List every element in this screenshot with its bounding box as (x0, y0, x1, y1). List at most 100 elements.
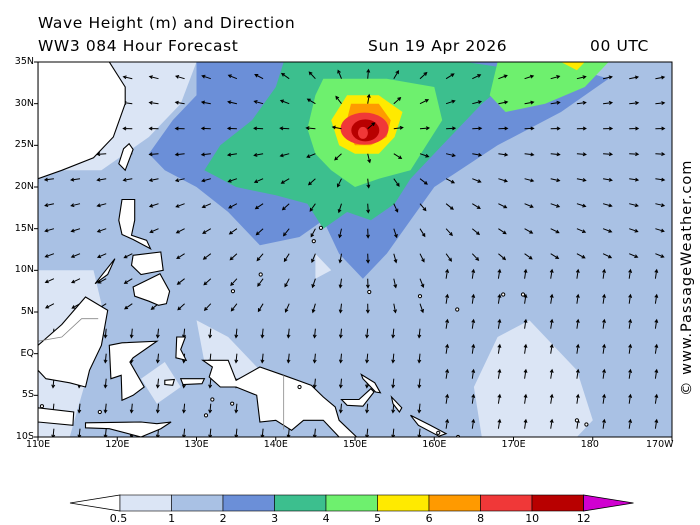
wave-arrow (335, 95, 342, 105)
wave-arrow (312, 328, 317, 339)
wave-arrow (575, 343, 580, 354)
small-island (39, 404, 45, 409)
wave-arrow (602, 253, 613, 259)
wave-arrow (603, 100, 614, 105)
wave-arrow (471, 318, 476, 329)
wave-arrow (602, 318, 606, 329)
wave-arrow (174, 178, 185, 183)
wave-arrow (629, 177, 640, 182)
wave-arrow (576, 152, 587, 157)
wave-arrow (208, 428, 213, 437)
wave-arrow (629, 228, 639, 233)
new-ireland (360, 373, 382, 394)
wave-arrow (655, 203, 666, 208)
wave-arrow (176, 278, 185, 285)
lat-label: 5S (21, 389, 34, 401)
small-island (417, 294, 423, 299)
wave-arrow (523, 393, 528, 404)
wave-arrow (391, 328, 396, 339)
wave-arrow (497, 393, 502, 404)
wave-arrow (208, 378, 213, 389)
wave-arrow (255, 228, 264, 236)
storm-core (357, 126, 368, 139)
wave-arrow (628, 368, 633, 379)
wave-arrow (331, 125, 342, 130)
wave-arrow (148, 178, 159, 182)
wave-arrow (446, 126, 457, 131)
wave-arrow (227, 100, 238, 105)
luzon (118, 198, 152, 250)
small-island (297, 384, 302, 390)
small-island (367, 289, 372, 295)
wave-arrow (286, 428, 291, 437)
lon-label: 170W (646, 439, 674, 450)
wave-arrow (523, 318, 528, 329)
wave-arrow (419, 178, 428, 185)
wave-arrow (419, 126, 431, 131)
wave-arrow (227, 178, 238, 183)
wave-arrow (393, 97, 402, 105)
wave-arrow (227, 74, 238, 80)
wave-arrow (122, 75, 133, 80)
wave-arrow (122, 126, 133, 131)
lat-label: 20N (14, 181, 34, 192)
wave-arrow (96, 203, 107, 208)
wave-arrow (445, 178, 456, 184)
bougainville (390, 395, 403, 413)
borneo-border (38, 318, 99, 342)
wave-arrow (549, 393, 554, 404)
new-guinea (201, 359, 358, 437)
wave-arrow (391, 378, 396, 389)
wave-arrow (419, 71, 428, 80)
wave-arrow (523, 268, 528, 279)
wave-arrow (603, 126, 614, 131)
wave-arrow (497, 268, 502, 279)
wave-arrow (498, 152, 509, 157)
wave-arrow (417, 403, 422, 414)
lon-label: 150E (343, 439, 368, 450)
colorbar-label: 4 (322, 512, 330, 525)
small-island (230, 289, 236, 294)
wave-arrow (393, 203, 399, 213)
wave-arrow (445, 253, 453, 262)
lat-label: 25N (14, 139, 34, 151)
wave-arrow (393, 69, 400, 79)
wave-arrow (472, 152, 483, 157)
wave-arrow (524, 228, 534, 234)
wave-arrow (550, 100, 561, 105)
wave-arrow (260, 353, 265, 364)
small-island (311, 239, 316, 244)
wave-arrow (365, 428, 370, 437)
wave-arrow (96, 253, 107, 259)
wave-arrow (471, 253, 480, 261)
wave-arrow (307, 178, 316, 186)
lon-label: 130E (184, 439, 209, 450)
wave-arrow (655, 126, 666, 131)
wave-arrow (549, 368, 554, 379)
wave-arrow (366, 68, 371, 79)
lon-label: 120E (105, 439, 130, 450)
wave-arrow (445, 418, 450, 429)
wave-arrow (201, 203, 211, 209)
wave-arrow (367, 153, 372, 164)
wave-arrow (44, 203, 55, 207)
wave-arrow (234, 428, 239, 437)
wave-arrow (308, 71, 316, 80)
wave-arrow (393, 125, 404, 130)
wave-arrow (472, 74, 482, 80)
wave-arrow (445, 368, 450, 379)
wave-arrow (279, 153, 290, 158)
small-island (203, 413, 209, 418)
wave-arrow (417, 428, 422, 437)
colorbar-label: 5 (374, 512, 382, 525)
wave-arrow (524, 74, 535, 80)
wave-arrow (257, 303, 264, 313)
lon-label: 180 (580, 439, 599, 450)
wave-arrow (655, 101, 666, 106)
wave-arrow (309, 203, 316, 212)
wave-arrow (497, 293, 502, 304)
wave-arrow (155, 403, 160, 414)
lat-label: 35N (14, 56, 34, 67)
wave-arrow (279, 126, 290, 131)
wave-arrow (200, 126, 211, 131)
